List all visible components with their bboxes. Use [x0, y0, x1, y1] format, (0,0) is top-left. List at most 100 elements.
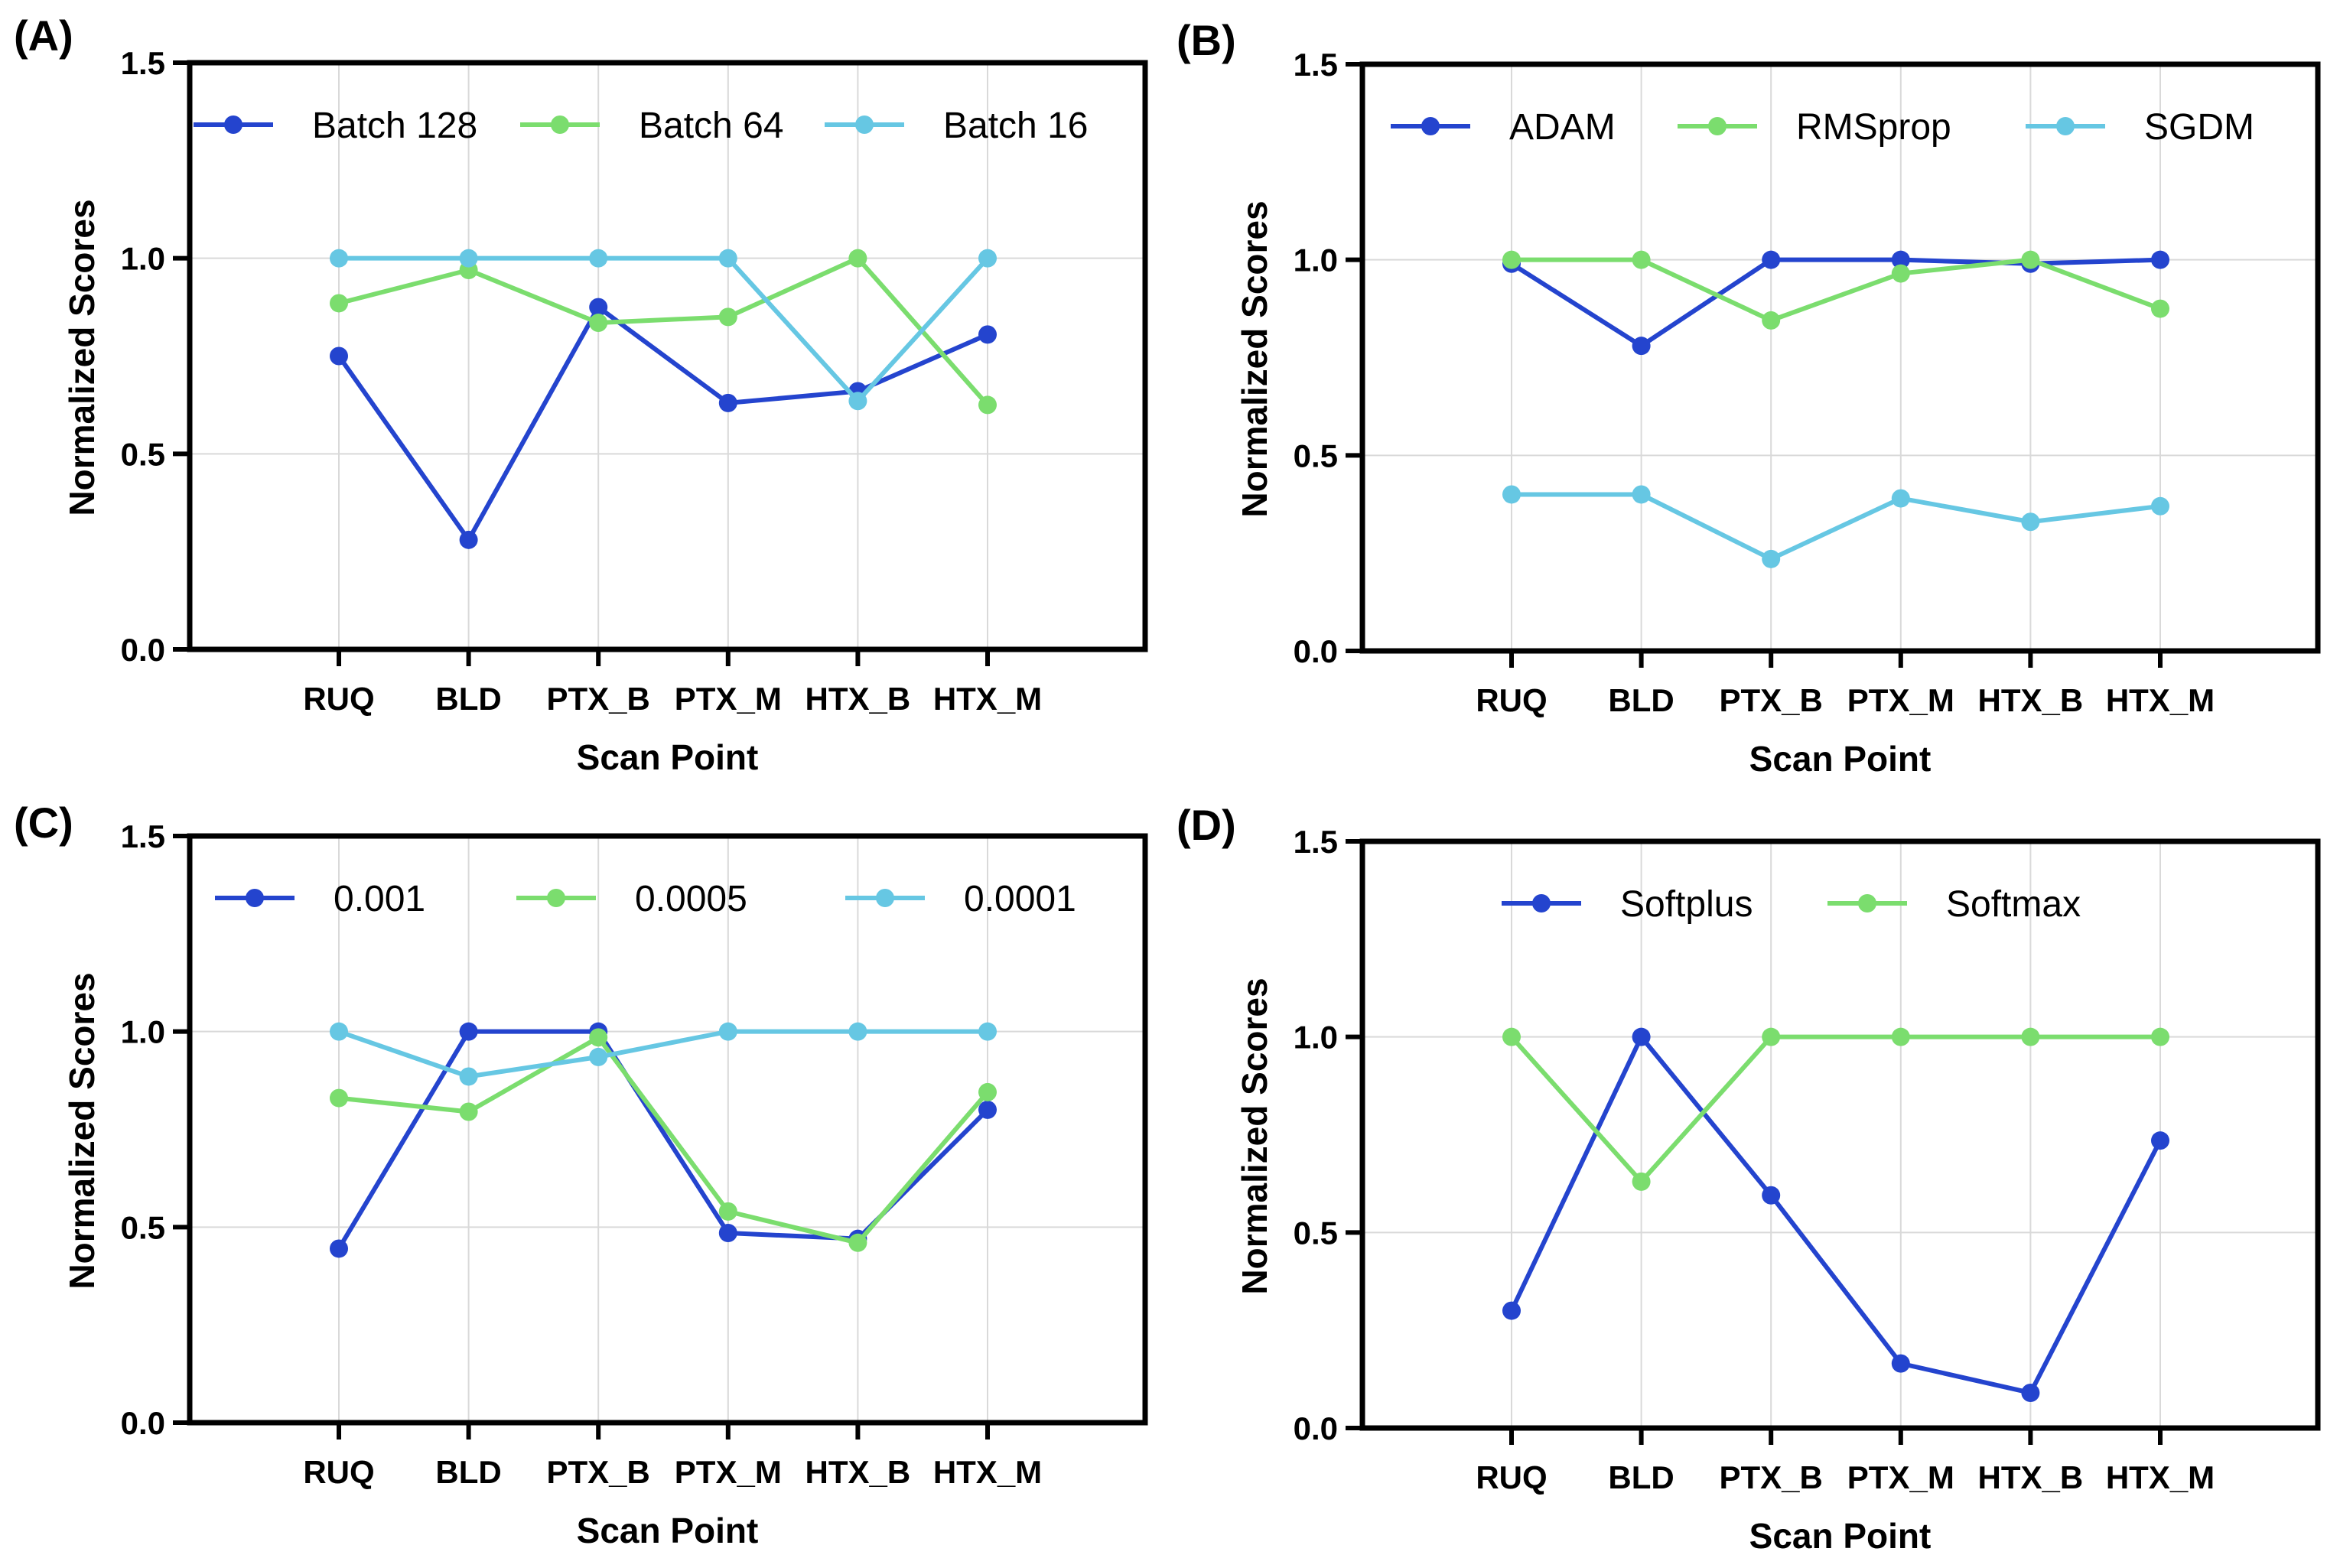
x-tick-label: PTX_B: [1720, 1459, 1823, 1495]
chart-panel-d: 0.0 0.5 1.0 1.5 RUQ BLD PTX_B PTX_M HTX_B HTX_M Sc…: [1177, 801, 2321, 1556]
y-axis-title: Normalized Scores: [1235, 978, 1274, 1294]
y-tick-label: 1.5: [121, 818, 165, 854]
data-point: [718, 249, 737, 268]
panel-label: (D): [1177, 801, 1236, 849]
series-softplus: [1502, 1027, 2169, 1402]
x-tick-label: RUQ: [1476, 1459, 1547, 1495]
data-point: [1891, 1354, 1910, 1373]
x-tick-label: HTX_M: [933, 681, 1042, 717]
series-0-0001: [330, 1022, 997, 1086]
data-point: [1632, 337, 1651, 356]
data-point: [1502, 1027, 1521, 1046]
data-point: [459, 249, 478, 268]
data-point: [1502, 485, 1521, 504]
data-point: [1502, 250, 1521, 269]
x-axis-title: Scan Point: [1749, 1516, 1932, 1556]
series-line: [1510, 257, 2161, 349]
data-point: [1891, 264, 1910, 283]
legend-label: 0.001: [334, 879, 425, 919]
y-tick-label: 1.5: [1294, 47, 1338, 83]
y-axis-title: Normalized Scores: [62, 972, 102, 1289]
series-adam: [1502, 250, 2169, 356]
data-point: [589, 298, 608, 317]
data-point: [589, 314, 608, 333]
data-point: [978, 325, 997, 344]
x-tick-label: HTX_B: [806, 681, 911, 717]
data-point: [330, 1022, 348, 1041]
legend-swatch-marker: [855, 115, 874, 134]
data-point: [2151, 496, 2169, 516]
series-rmsprop: [1502, 250, 2169, 330]
legend-swatch-marker: [246, 889, 264, 907]
legend-label: ADAM: [1509, 107, 1616, 148]
data-point: [589, 1028, 608, 1047]
data-point: [1762, 1186, 1781, 1205]
chart-panel-a: 0.0 0.5 1.0 1.5 RUQ BLD PTX_B PTX_M HTX_B HTX_M Sc…: [14, 11, 1148, 777]
legend-swatch-marker: [224, 115, 242, 134]
y-tick-label: 0.5: [121, 436, 165, 472]
data-point: [848, 392, 867, 411]
data-point: [1632, 250, 1651, 269]
y-tick-label: 0.0: [1294, 1410, 1338, 1446]
data-point: [978, 1022, 997, 1041]
legend-label: Batch 64: [639, 106, 783, 146]
x-tick-label: RUQ: [303, 1454, 374, 1490]
data-point: [848, 249, 867, 268]
data-point: [589, 249, 608, 268]
x-tick-label: HTX_B: [1978, 1459, 2084, 1495]
x-tick-label: PTX_M: [675, 1454, 782, 1490]
x-axis-title: Scan Point: [1749, 739, 1932, 779]
data-point: [1632, 1172, 1651, 1191]
legend-swatch-marker: [1532, 894, 1551, 912]
legend-swatch-marker: [1708, 117, 1727, 135]
series-line: [337, 304, 989, 542]
series-0-0005: [330, 1028, 997, 1252]
legend-swatch-marker: [547, 889, 565, 907]
data-point: [459, 1022, 478, 1041]
legend-swatch-marker: [551, 115, 569, 134]
series-line: [339, 255, 990, 404]
data-point: [1762, 549, 1781, 568]
legend-label: Batch 128: [312, 106, 477, 146]
y-tick-label: 0.5: [1294, 438, 1338, 473]
data-point: [2021, 512, 2040, 532]
data-point: [718, 307, 737, 327]
series-line: [1509, 1034, 2163, 1395]
data-point: [1891, 250, 1910, 269]
x-tick-label: PTX_M: [1847, 682, 1954, 718]
series-line: [1512, 257, 2162, 323]
legend-swatch-marker: [1421, 117, 1440, 135]
data-point: [718, 1022, 737, 1041]
y-axis-title: Normalized Scores: [1235, 200, 1274, 517]
x-tick-label: BLD: [1608, 682, 1674, 718]
legend-swatch-marker: [1858, 894, 1876, 912]
panel-label: (A): [14, 11, 73, 60]
y-tick-label: 0.5: [121, 1209, 165, 1245]
x-tick-label: PTX_B: [547, 1454, 650, 1490]
series-softmax: [1502, 1027, 2169, 1191]
data-point: [718, 393, 737, 412]
series-line: [1512, 492, 2161, 561]
plot-frame: [1359, 61, 2321, 654]
data-point: [459, 1102, 478, 1121]
x-tick-label: PTX_M: [675, 681, 782, 717]
y-tick-label: 1.0: [121, 241, 165, 277]
data-point: [978, 1082, 997, 1101]
chart-panel-c: 0.0 0.5 1.0 1.5 RUQ BLD PTX_B PTX_M HTX_B HTX_M Sc…: [14, 799, 1148, 1550]
x-tick-label: HTX_M: [2106, 682, 2215, 718]
x-tick-label: HTX_B: [1978, 682, 2084, 718]
data-point: [2021, 1383, 2040, 1402]
data-point: [1762, 1027, 1781, 1046]
x-tick-label: HTX_M: [2106, 1459, 2215, 1495]
data-point: [330, 1088, 348, 1108]
data-point: [1891, 489, 1910, 508]
data-point: [848, 1022, 867, 1041]
series-batch-16: [330, 249, 997, 411]
data-point: [2151, 250, 2169, 269]
data-point: [1632, 1027, 1651, 1046]
x-tick-label: PTX_B: [547, 681, 650, 717]
y-tick-label: 1.0: [1294, 242, 1338, 278]
series-line: [338, 1029, 988, 1079]
x-tick-label: BLD: [435, 681, 501, 717]
